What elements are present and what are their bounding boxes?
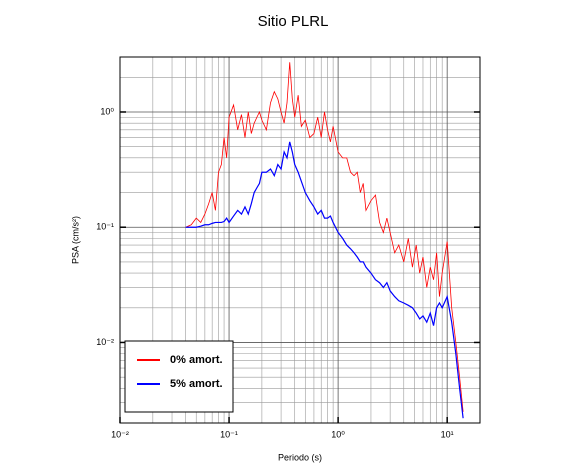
y-axis-label: PSA (cm/s²) [70, 216, 80, 264]
y-tick-label: 10⁻² [96, 337, 114, 347]
y-tick-label: 10⁻¹ [96, 222, 114, 232]
series-line [185, 141, 464, 419]
legend-box [124, 340, 234, 413]
legend-label: 5% amort. [170, 378, 223, 390]
x-tick-label: 10⁰ [331, 429, 345, 439]
chart-title: Sitio PLRL [258, 13, 329, 30]
x-axis-label: Periodo (s) [278, 452, 322, 462]
x-tick-label: 10⁻¹ [220, 429, 238, 439]
x-tick-label: 10⁻² [111, 429, 129, 439]
y-tick-label: 10⁰ [100, 106, 114, 116]
x-tick-label: 10¹ [441, 429, 454, 439]
series-line [185, 62, 464, 412]
plot-frame [119, 56, 481, 424]
legend-label: 0% amort. [170, 354, 223, 366]
